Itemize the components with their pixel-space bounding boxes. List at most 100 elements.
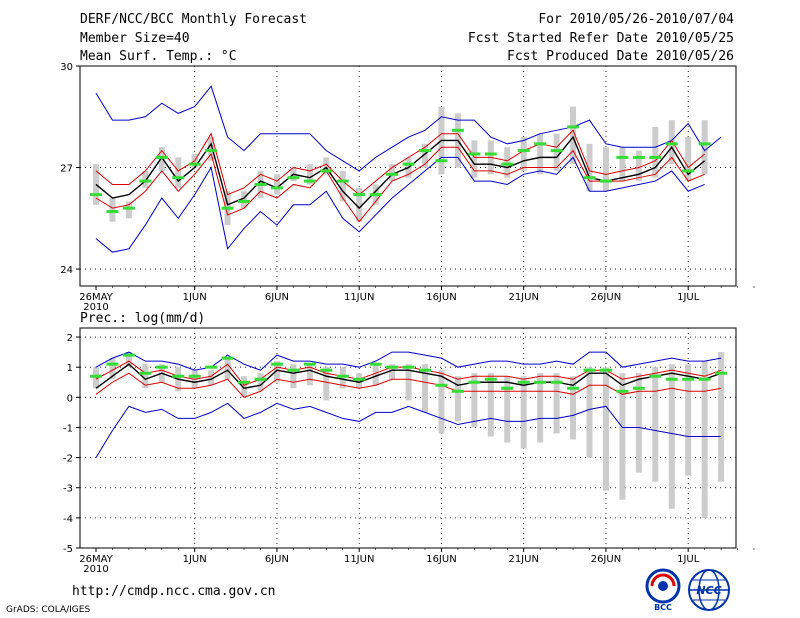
chart-title: DERF/NCC/BCC Monthly Forecast — [80, 12, 307, 27]
prec-median — [106, 362, 119, 366]
prec-xtick-label: 16JUN — [426, 554, 456, 565]
source-url[interactable]: http://cmdp.ncc.cma.gov.cn — [72, 584, 276, 599]
prec-median — [353, 377, 366, 381]
prec-xtick-label: 26JUN — [591, 554, 621, 565]
prec-median — [715, 371, 728, 375]
prec-median — [517, 380, 530, 384]
temp-frame — [79, 65, 737, 287]
prec-median — [435, 383, 448, 387]
prec-median — [336, 374, 349, 378]
temp-box — [175, 157, 182, 188]
temp-median — [649, 155, 662, 159]
temp-box — [422, 143, 428, 168]
prec-median — [122, 353, 135, 357]
prec-box — [323, 367, 330, 401]
temp-xtick-label: 16JUN — [426, 292, 456, 303]
prec-median — [451, 389, 464, 393]
prec-box — [619, 373, 626, 500]
prec-box — [356, 373, 363, 389]
temp-box — [553, 133, 560, 171]
temp-box — [339, 170, 346, 202]
temp-median — [287, 176, 300, 180]
prec-box — [487, 373, 494, 437]
prec-ytick-label: -5 — [63, 544, 73, 555]
temp-median — [550, 149, 563, 153]
prec-box — [537, 373, 544, 443]
prec-box — [586, 367, 593, 458]
temp-xtick-label: 1JUN — [183, 292, 207, 303]
ncc-logo-text: NCC — [696, 584, 721, 597]
prec-box — [257, 373, 264, 392]
prec-median — [402, 365, 415, 369]
prec-xtick-year: 2010 — [83, 564, 108, 575]
prec-line-mean — [95, 363, 722, 390]
temp-ytick-label: 30 — [60, 62, 73, 73]
temp-xtick-label: 21JUN — [508, 292, 538, 303]
member-size: Member Size=40 — [80, 31, 190, 46]
prec-box — [570, 376, 577, 440]
prec-median — [567, 386, 580, 390]
prec-median — [369, 362, 382, 366]
temp-median — [172, 176, 185, 180]
fcst-started-date: Fcst Started Refer Date 2010/05/25 — [467, 31, 734, 46]
temp-median — [254, 182, 267, 186]
prec-median — [698, 377, 711, 381]
prec-median — [320, 368, 333, 372]
temp-median — [419, 149, 431, 153]
prec-median — [649, 374, 662, 378]
prec-box — [339, 367, 346, 389]
temp-ytick-label: 27 — [60, 164, 73, 175]
temp-box — [208, 137, 215, 161]
prec-box — [520, 376, 527, 449]
prec-xtick-label: 26MAY — [79, 554, 113, 565]
prec-line-max — [95, 351, 722, 371]
temp-box — [306, 164, 313, 185]
temp-box — [619, 147, 626, 182]
temp-median — [484, 152, 497, 156]
temp-median — [205, 149, 218, 153]
temp-box — [109, 198, 116, 222]
temp-box — [668, 120, 675, 165]
prec-median — [682, 377, 695, 381]
prec-box — [125, 352, 132, 368]
precip-label: Prec.: log(mm/d) — [80, 311, 206, 326]
temp-box — [142, 170, 149, 188]
temp-median — [139, 179, 152, 183]
temp-median — [451, 128, 464, 132]
prec-box — [685, 364, 692, 476]
temp-median — [632, 155, 645, 159]
temp-line-min — [95, 156, 705, 253]
temp-median — [188, 162, 201, 166]
prec-box — [142, 364, 149, 389]
temp-median — [369, 193, 382, 197]
temp-box — [504, 147, 511, 178]
prec-median — [501, 386, 514, 390]
temp-median — [501, 162, 514, 166]
prec-median — [188, 374, 201, 378]
prec-box — [273, 361, 280, 383]
temp-box — [701, 120, 708, 175]
prec-median — [139, 371, 152, 375]
prec-median — [583, 368, 596, 372]
temp-median — [599, 179, 612, 183]
prec-line-min — [95, 402, 722, 458]
prec-box — [224, 358, 231, 380]
prec-box — [389, 364, 396, 380]
fcst-produced-date: Fcst Produced Date 2010/05/26 — [507, 49, 734, 64]
prec-ytick-label: 0 — [67, 393, 73, 404]
temp-median — [336, 179, 349, 183]
prec-box — [290, 364, 297, 389]
temp-median — [583, 176, 596, 180]
temp-median — [221, 206, 234, 210]
temp-box — [471, 140, 478, 178]
prec-xtick-label: 1JUL — [677, 554, 700, 565]
temp-box — [520, 137, 527, 171]
prec-frame — [79, 327, 737, 549]
prec-median — [665, 377, 678, 381]
prec-median — [205, 365, 218, 369]
prec-box — [553, 373, 560, 434]
prec-box — [504, 376, 511, 443]
prec-box — [306, 364, 313, 386]
temp-median — [567, 125, 580, 129]
